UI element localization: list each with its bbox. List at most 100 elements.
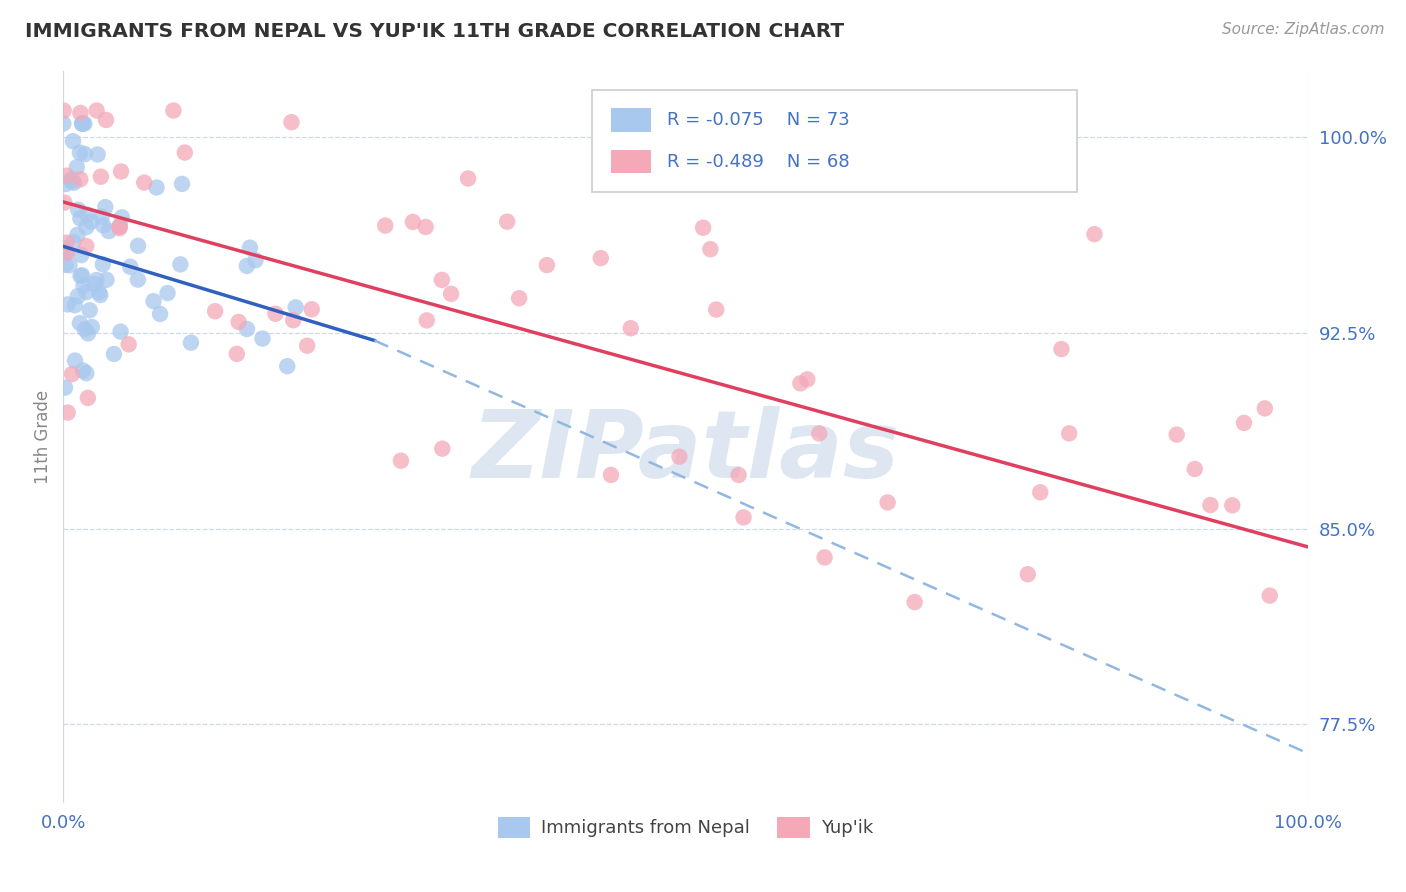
Point — [90, 210, 112, 224]
Point — [108, 219, 131, 233]
Point — [86, 273, 108, 287]
FancyBboxPatch shape — [592, 90, 1077, 192]
Point — [110, 164, 132, 178]
Point — [80, 214, 103, 228]
Point — [1050, 342, 1073, 356]
Point — [52, 103, 75, 118]
Point — [127, 239, 149, 253]
Point — [1166, 427, 1188, 442]
Point — [66, 289, 89, 303]
Point — [72, 117, 94, 131]
Point — [228, 315, 250, 329]
Point — [69, 268, 91, 283]
Point — [52, 117, 75, 131]
Point — [94, 200, 117, 214]
Point — [668, 450, 690, 464]
Point — [91, 219, 114, 233]
Point — [58, 258, 80, 272]
FancyBboxPatch shape — [610, 150, 651, 173]
Point — [704, 302, 727, 317]
Point — [55, 258, 77, 272]
Point — [692, 220, 714, 235]
Point — [169, 257, 191, 271]
Point — [620, 321, 643, 335]
Point — [283, 313, 305, 327]
Point — [53, 195, 76, 210]
Point — [69, 211, 91, 226]
Point — [295, 338, 318, 352]
Point — [73, 147, 96, 161]
Point — [280, 115, 302, 129]
Point — [389, 453, 412, 467]
Y-axis label: 11th Grade: 11th Grade — [34, 390, 52, 484]
Point — [108, 219, 131, 234]
Point — [86, 147, 108, 161]
Point — [90, 169, 112, 184]
Point — [120, 260, 142, 274]
Point — [430, 273, 453, 287]
Point — [76, 208, 98, 222]
Point — [76, 391, 98, 405]
Text: R = -0.489    N = 68: R = -0.489 N = 68 — [666, 153, 849, 170]
Point — [69, 172, 91, 186]
Point — [56, 246, 79, 260]
Point — [63, 176, 86, 190]
Point — [813, 550, 835, 565]
Point — [1029, 485, 1052, 500]
Text: Source: ZipAtlas.com: Source: ZipAtlas.com — [1222, 22, 1385, 37]
Point — [60, 174, 83, 188]
Point — [108, 221, 131, 235]
Point — [62, 235, 84, 249]
Point — [91, 257, 114, 271]
Point — [156, 286, 179, 301]
Point — [440, 286, 463, 301]
Point — [66, 227, 89, 242]
Point — [110, 325, 132, 339]
Point — [86, 103, 108, 118]
FancyBboxPatch shape — [610, 108, 651, 132]
Point — [60, 367, 83, 381]
Point — [72, 117, 94, 131]
Point — [301, 302, 323, 317]
Point — [75, 285, 97, 300]
Point — [67, 202, 90, 217]
Point — [72, 278, 94, 293]
Point — [103, 347, 125, 361]
Point — [699, 242, 721, 256]
Point — [69, 106, 91, 120]
Point — [733, 510, 755, 524]
Point — [70, 117, 93, 131]
Point — [1199, 498, 1222, 512]
Point — [252, 332, 274, 346]
Point — [236, 259, 259, 273]
Point — [118, 337, 141, 351]
Point — [60, 172, 83, 186]
Point — [180, 335, 202, 350]
Legend: Immigrants from Nepal, Yup'ik: Immigrants from Nepal, Yup'ik — [491, 810, 880, 845]
Point — [796, 372, 818, 386]
Point — [69, 316, 91, 330]
Point — [1258, 589, 1281, 603]
Point — [1184, 462, 1206, 476]
Point — [56, 297, 79, 311]
Point — [63, 298, 86, 312]
Point — [72, 363, 94, 377]
Point — [1233, 416, 1256, 430]
Point — [415, 219, 437, 234]
Point — [536, 258, 558, 272]
Point — [432, 442, 454, 456]
Point — [79, 303, 101, 318]
Point — [55, 244, 77, 259]
Point — [416, 313, 439, 327]
Point — [75, 366, 97, 380]
Point — [508, 291, 530, 305]
Text: R = -0.075    N = 73: R = -0.075 N = 73 — [666, 111, 849, 129]
Point — [73, 117, 96, 131]
Point — [264, 307, 287, 321]
Point — [600, 467, 623, 482]
Point — [53, 242, 76, 256]
Point — [96, 273, 118, 287]
Point — [1254, 401, 1277, 416]
Point — [89, 288, 111, 302]
Point — [77, 326, 100, 341]
